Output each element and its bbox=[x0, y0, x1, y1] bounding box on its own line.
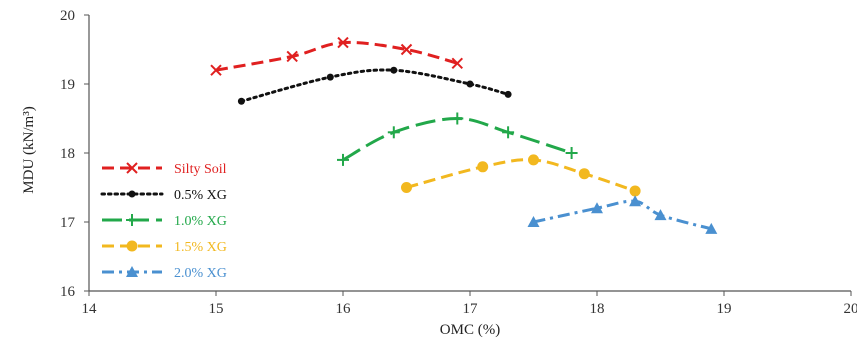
series-line bbox=[533, 199, 712, 231]
legend-label: 1.5% XG bbox=[174, 240, 227, 255]
legend-item: 0.5% XG bbox=[100, 188, 227, 203]
y-tick-label: 19 bbox=[60, 77, 75, 93]
y-ticks: 16 17 18 19 20 bbox=[60, 8, 89, 300]
y-tick-label: 20 bbox=[60, 8, 75, 24]
data-point bbox=[591, 202, 603, 214]
legend-marker bbox=[128, 190, 136, 198]
y-axis-title: MDU (kN/m³) bbox=[21, 106, 37, 193]
data-point bbox=[705, 222, 718, 234]
series-line bbox=[342, 116, 573, 162]
y-tick-label: 16 bbox=[60, 284, 76, 300]
data-point bbox=[337, 36, 349, 49]
series-line bbox=[406, 158, 636, 193]
legend-marker bbox=[126, 162, 138, 174]
data-point bbox=[466, 80, 474, 88]
data-point bbox=[337, 153, 349, 166]
series-2 bbox=[337, 112, 578, 166]
legend: Silty Soil 0.5% XG 1.0% XG 1.5% XG 2.0% XG bbox=[100, 162, 227, 281]
legend-label: 0.5% XG bbox=[174, 188, 227, 203]
x-axis-title: OMC (%) bbox=[440, 322, 500, 338]
data-point bbox=[451, 57, 464, 70]
x-tick-label: 20 bbox=[844, 301, 857, 317]
data-point bbox=[210, 64, 222, 76]
x-tick-label: 17 bbox=[463, 301, 479, 317]
data-point bbox=[578, 168, 590, 180]
data-point bbox=[527, 216, 540, 227]
legend-item: 1.0% XG bbox=[102, 214, 227, 229]
legend-item: 2.0% XG bbox=[102, 266, 227, 281]
x-tick-label: 19 bbox=[717, 301, 732, 317]
legend-label: 1.0% XG bbox=[174, 214, 227, 229]
data-point bbox=[451, 112, 464, 125]
data-point bbox=[565, 147, 578, 159]
x-tick-label: 14 bbox=[82, 301, 98, 317]
y-tick-label: 18 bbox=[60, 146, 75, 162]
legend-label: 2.0% XG bbox=[174, 266, 227, 281]
data-point bbox=[629, 185, 641, 197]
data-point bbox=[504, 90, 512, 98]
data-point bbox=[502, 126, 515, 139]
legend-marker bbox=[126, 214, 138, 226]
legend-marker bbox=[126, 240, 138, 252]
data-point bbox=[326, 73, 334, 81]
legend-label: Silty Soil bbox=[174, 162, 227, 177]
x-ticks: 14 15 16 17 18 19 20 bbox=[82, 291, 857, 317]
legend-item: 1.5% XG bbox=[102, 240, 227, 255]
series-group bbox=[210, 36, 718, 234]
data-point bbox=[654, 209, 667, 221]
x-tick-label: 16 bbox=[336, 301, 352, 317]
legend-item: Silty Soil bbox=[102, 162, 227, 177]
legend-marker bbox=[126, 266, 138, 277]
series-0 bbox=[210, 36, 464, 76]
data-point bbox=[387, 126, 400, 139]
data-point bbox=[400, 43, 413, 56]
data-point bbox=[477, 161, 489, 173]
series-4 bbox=[527, 195, 718, 234]
x-tick-label: 18 bbox=[590, 301, 605, 317]
data-point bbox=[237, 97, 245, 105]
series-1 bbox=[237, 66, 512, 105]
x-tick-label: 15 bbox=[209, 301, 224, 317]
y-tick-label: 17 bbox=[60, 215, 76, 231]
data-point bbox=[528, 154, 539, 166]
series-3 bbox=[401, 154, 641, 197]
series-line bbox=[215, 40, 458, 72]
data-point bbox=[390, 66, 398, 74]
data-point bbox=[629, 195, 642, 207]
data-point bbox=[401, 182, 412, 193]
data-point bbox=[286, 50, 298, 63]
